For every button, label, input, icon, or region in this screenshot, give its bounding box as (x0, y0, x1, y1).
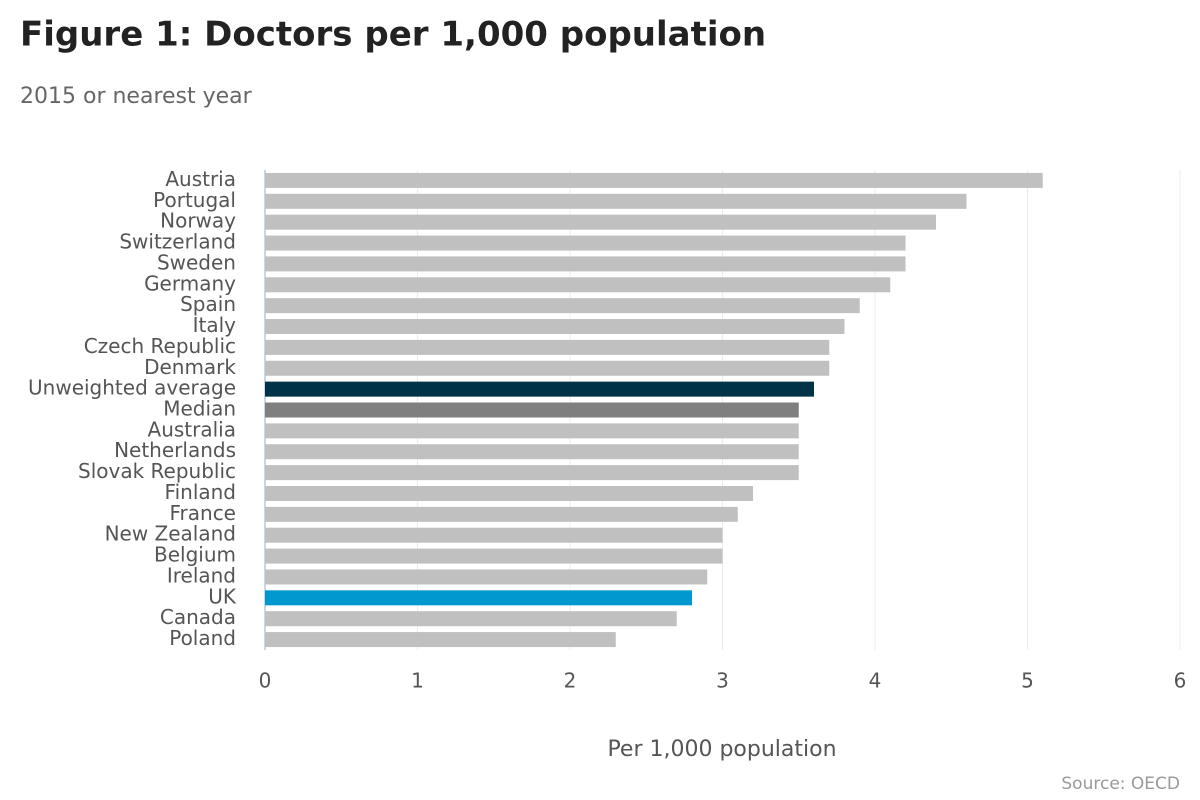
y-tick-label: UK (208, 584, 237, 608)
y-tick-label: Switzerland (119, 230, 236, 254)
bar (265, 506, 738, 522)
bar (265, 423, 799, 439)
bar (265, 548, 723, 564)
y-tick-label: Czech Republic (84, 334, 236, 358)
y-tick-label: Spain (180, 292, 236, 316)
y-tick-label: France (169, 501, 236, 525)
x-tick-label: 3 (716, 669, 729, 693)
y-tick-label: Australia (148, 417, 236, 441)
y-tick-label: Norway (160, 209, 236, 233)
y-tick-label: Belgium (154, 543, 236, 567)
y-tick-label: Portugal (153, 188, 236, 212)
chart-subtitle: 2015 or nearest year (20, 84, 253, 109)
y-tick-label: Canada (160, 605, 236, 629)
x-tick-label: 2 (564, 669, 577, 693)
y-tick-label: Unweighted average (28, 376, 236, 400)
bar (265, 527, 723, 543)
y-tick-label: Sweden (157, 250, 236, 274)
bar (265, 214, 936, 230)
bar (265, 611, 677, 627)
bar (265, 277, 891, 293)
bar (265, 339, 830, 355)
bar (265, 360, 830, 376)
bar (265, 590, 692, 606)
chart-title: Figure 1: Doctors per 1,000 population (20, 15, 766, 55)
bar (265, 465, 799, 481)
y-tick-label: Median (163, 397, 236, 421)
x-tick-label: 0 (259, 669, 272, 693)
y-tick-label: Italy (193, 313, 237, 337)
bar (265, 172, 1043, 188)
x-tick-label: 5 (1021, 669, 1034, 693)
y-tick-label: Austria (165, 167, 236, 191)
bar (265, 298, 860, 314)
source-note: Source: OECD (1061, 774, 1180, 794)
x-tick-label: 6 (1174, 669, 1187, 693)
y-tick-label: New Zealand (105, 522, 236, 546)
bar (265, 569, 708, 585)
bar (265, 444, 799, 460)
y-tick-label: Netherlands (114, 438, 236, 462)
bar (265, 632, 616, 648)
bar (265, 193, 967, 209)
x-axis-label: Per 1,000 population (607, 737, 836, 762)
y-tick-label: Ireland (167, 563, 236, 587)
x-tick-label: 1 (411, 669, 424, 693)
x-tick-label: 4 (869, 669, 882, 693)
bar (265, 402, 799, 418)
y-tick-label: Finland (165, 480, 236, 504)
bar (265, 381, 814, 397)
y-tick-label: Poland (169, 626, 236, 650)
bar (265, 256, 906, 272)
y-tick-label: Denmark (144, 355, 236, 379)
bar (265, 235, 906, 251)
y-tick-label: Germany (144, 271, 236, 295)
y-tick-label: Slovak Republic (78, 459, 236, 483)
bar (265, 319, 845, 335)
bar (265, 485, 753, 501)
